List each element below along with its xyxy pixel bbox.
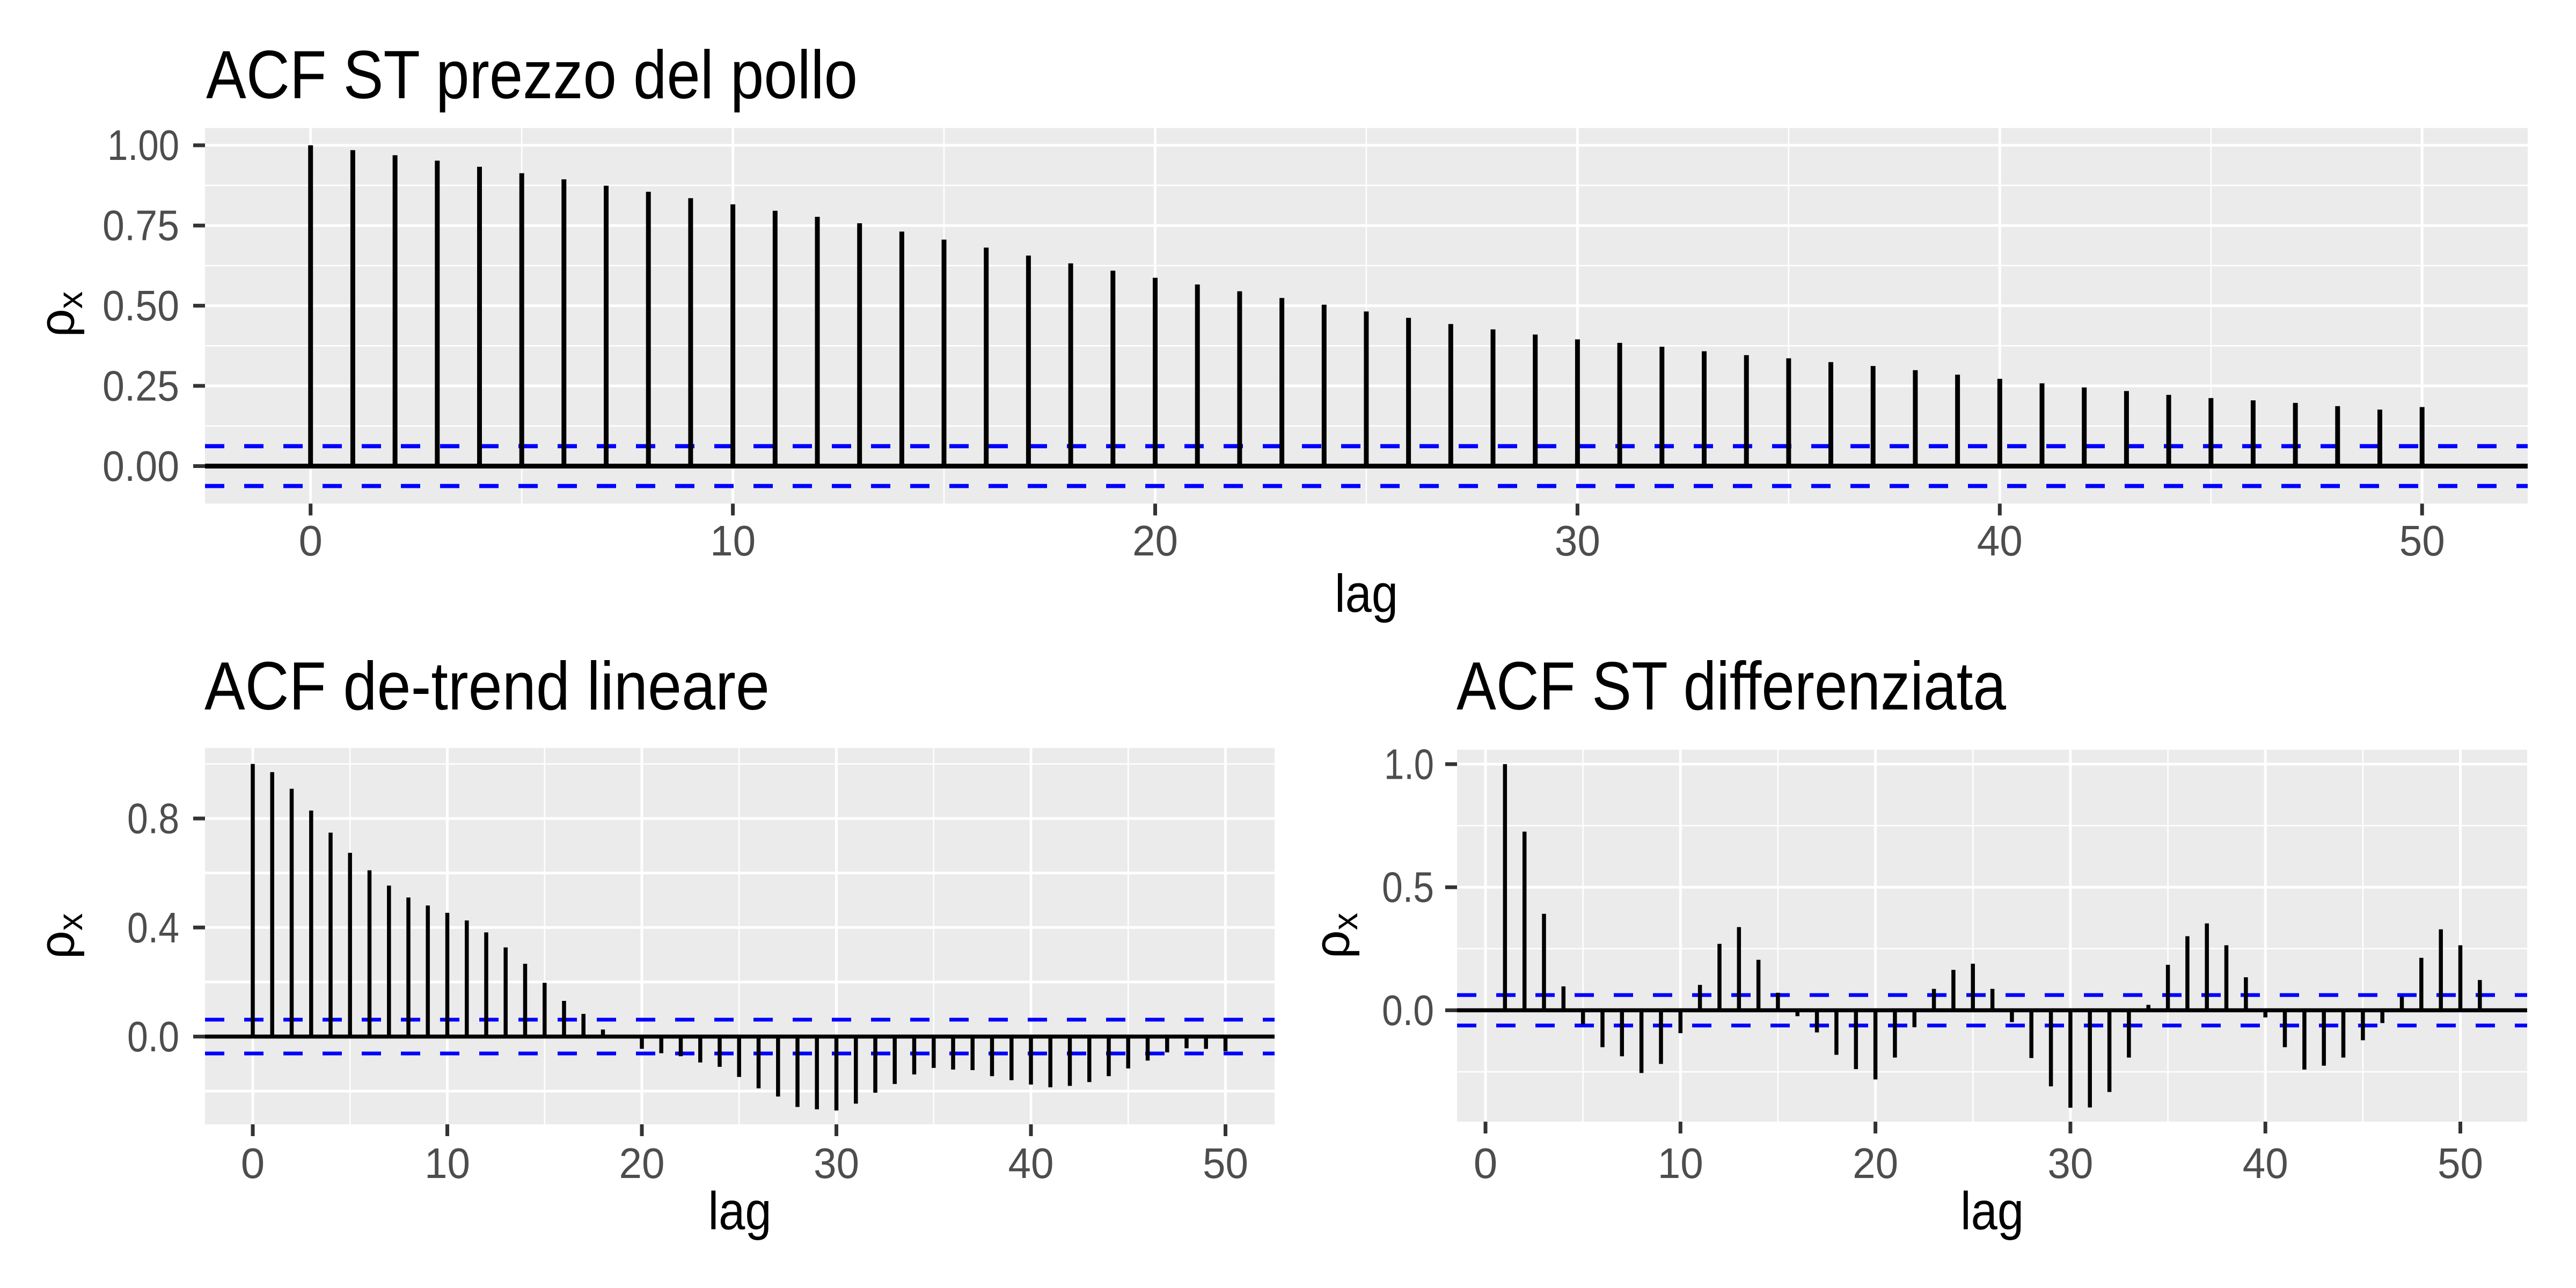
- svg-text:0: 0: [241, 1139, 265, 1187]
- svg-text:40: 40: [1008, 1139, 1054, 1187]
- svg-text:0.50: 0.50: [103, 282, 179, 330]
- svg-text:40: 40: [2243, 1139, 2288, 1187]
- svg-text:50: 50: [1203, 1139, 1248, 1187]
- svg-text:20: 20: [1132, 517, 1178, 565]
- svg-text:30: 30: [814, 1139, 859, 1187]
- svg-text:lag: lag: [1335, 564, 1398, 623]
- svg-text:ACF ST prezzo del pollo: ACF ST prezzo del pollo: [206, 36, 858, 113]
- svg-text:ACF ST differenziata: ACF ST differenziata: [1457, 648, 2006, 724]
- svg-text:0.8: 0.8: [127, 795, 179, 843]
- svg-text:10: 10: [425, 1139, 470, 1187]
- svg-text:10: 10: [710, 517, 756, 565]
- svg-text:30: 30: [2047, 1139, 2093, 1187]
- svg-text:0: 0: [1474, 1139, 1498, 1187]
- svg-text:20: 20: [619, 1139, 665, 1187]
- svg-text:0.75: 0.75: [103, 202, 179, 250]
- svg-text:0.25: 0.25: [103, 362, 179, 410]
- svg-text:0.5: 0.5: [1382, 863, 1434, 911]
- svg-text:40: 40: [1977, 517, 2023, 565]
- svg-text:0.0: 0.0: [127, 1013, 179, 1060]
- svg-text:lag: lag: [1960, 1181, 2024, 1241]
- svg-text:0.00: 0.00: [103, 442, 179, 490]
- svg-text:0.4: 0.4: [127, 904, 179, 952]
- svg-text:50: 50: [2399, 517, 2445, 565]
- svg-text:50: 50: [2438, 1139, 2483, 1187]
- svg-text:1.0: 1.0: [1384, 740, 1434, 788]
- svg-text:1.00: 1.00: [107, 121, 179, 169]
- svg-text:20: 20: [1853, 1139, 1898, 1187]
- svg-text:0.0: 0.0: [1382, 986, 1434, 1034]
- svg-text:10: 10: [1658, 1139, 1703, 1187]
- svg-text:30: 30: [1555, 517, 1600, 565]
- svg-text:lag: lag: [708, 1181, 772, 1241]
- svg-text:ACF de-trend lineare: ACF de-trend lineare: [204, 648, 770, 724]
- svg-text:0: 0: [298, 517, 323, 565]
